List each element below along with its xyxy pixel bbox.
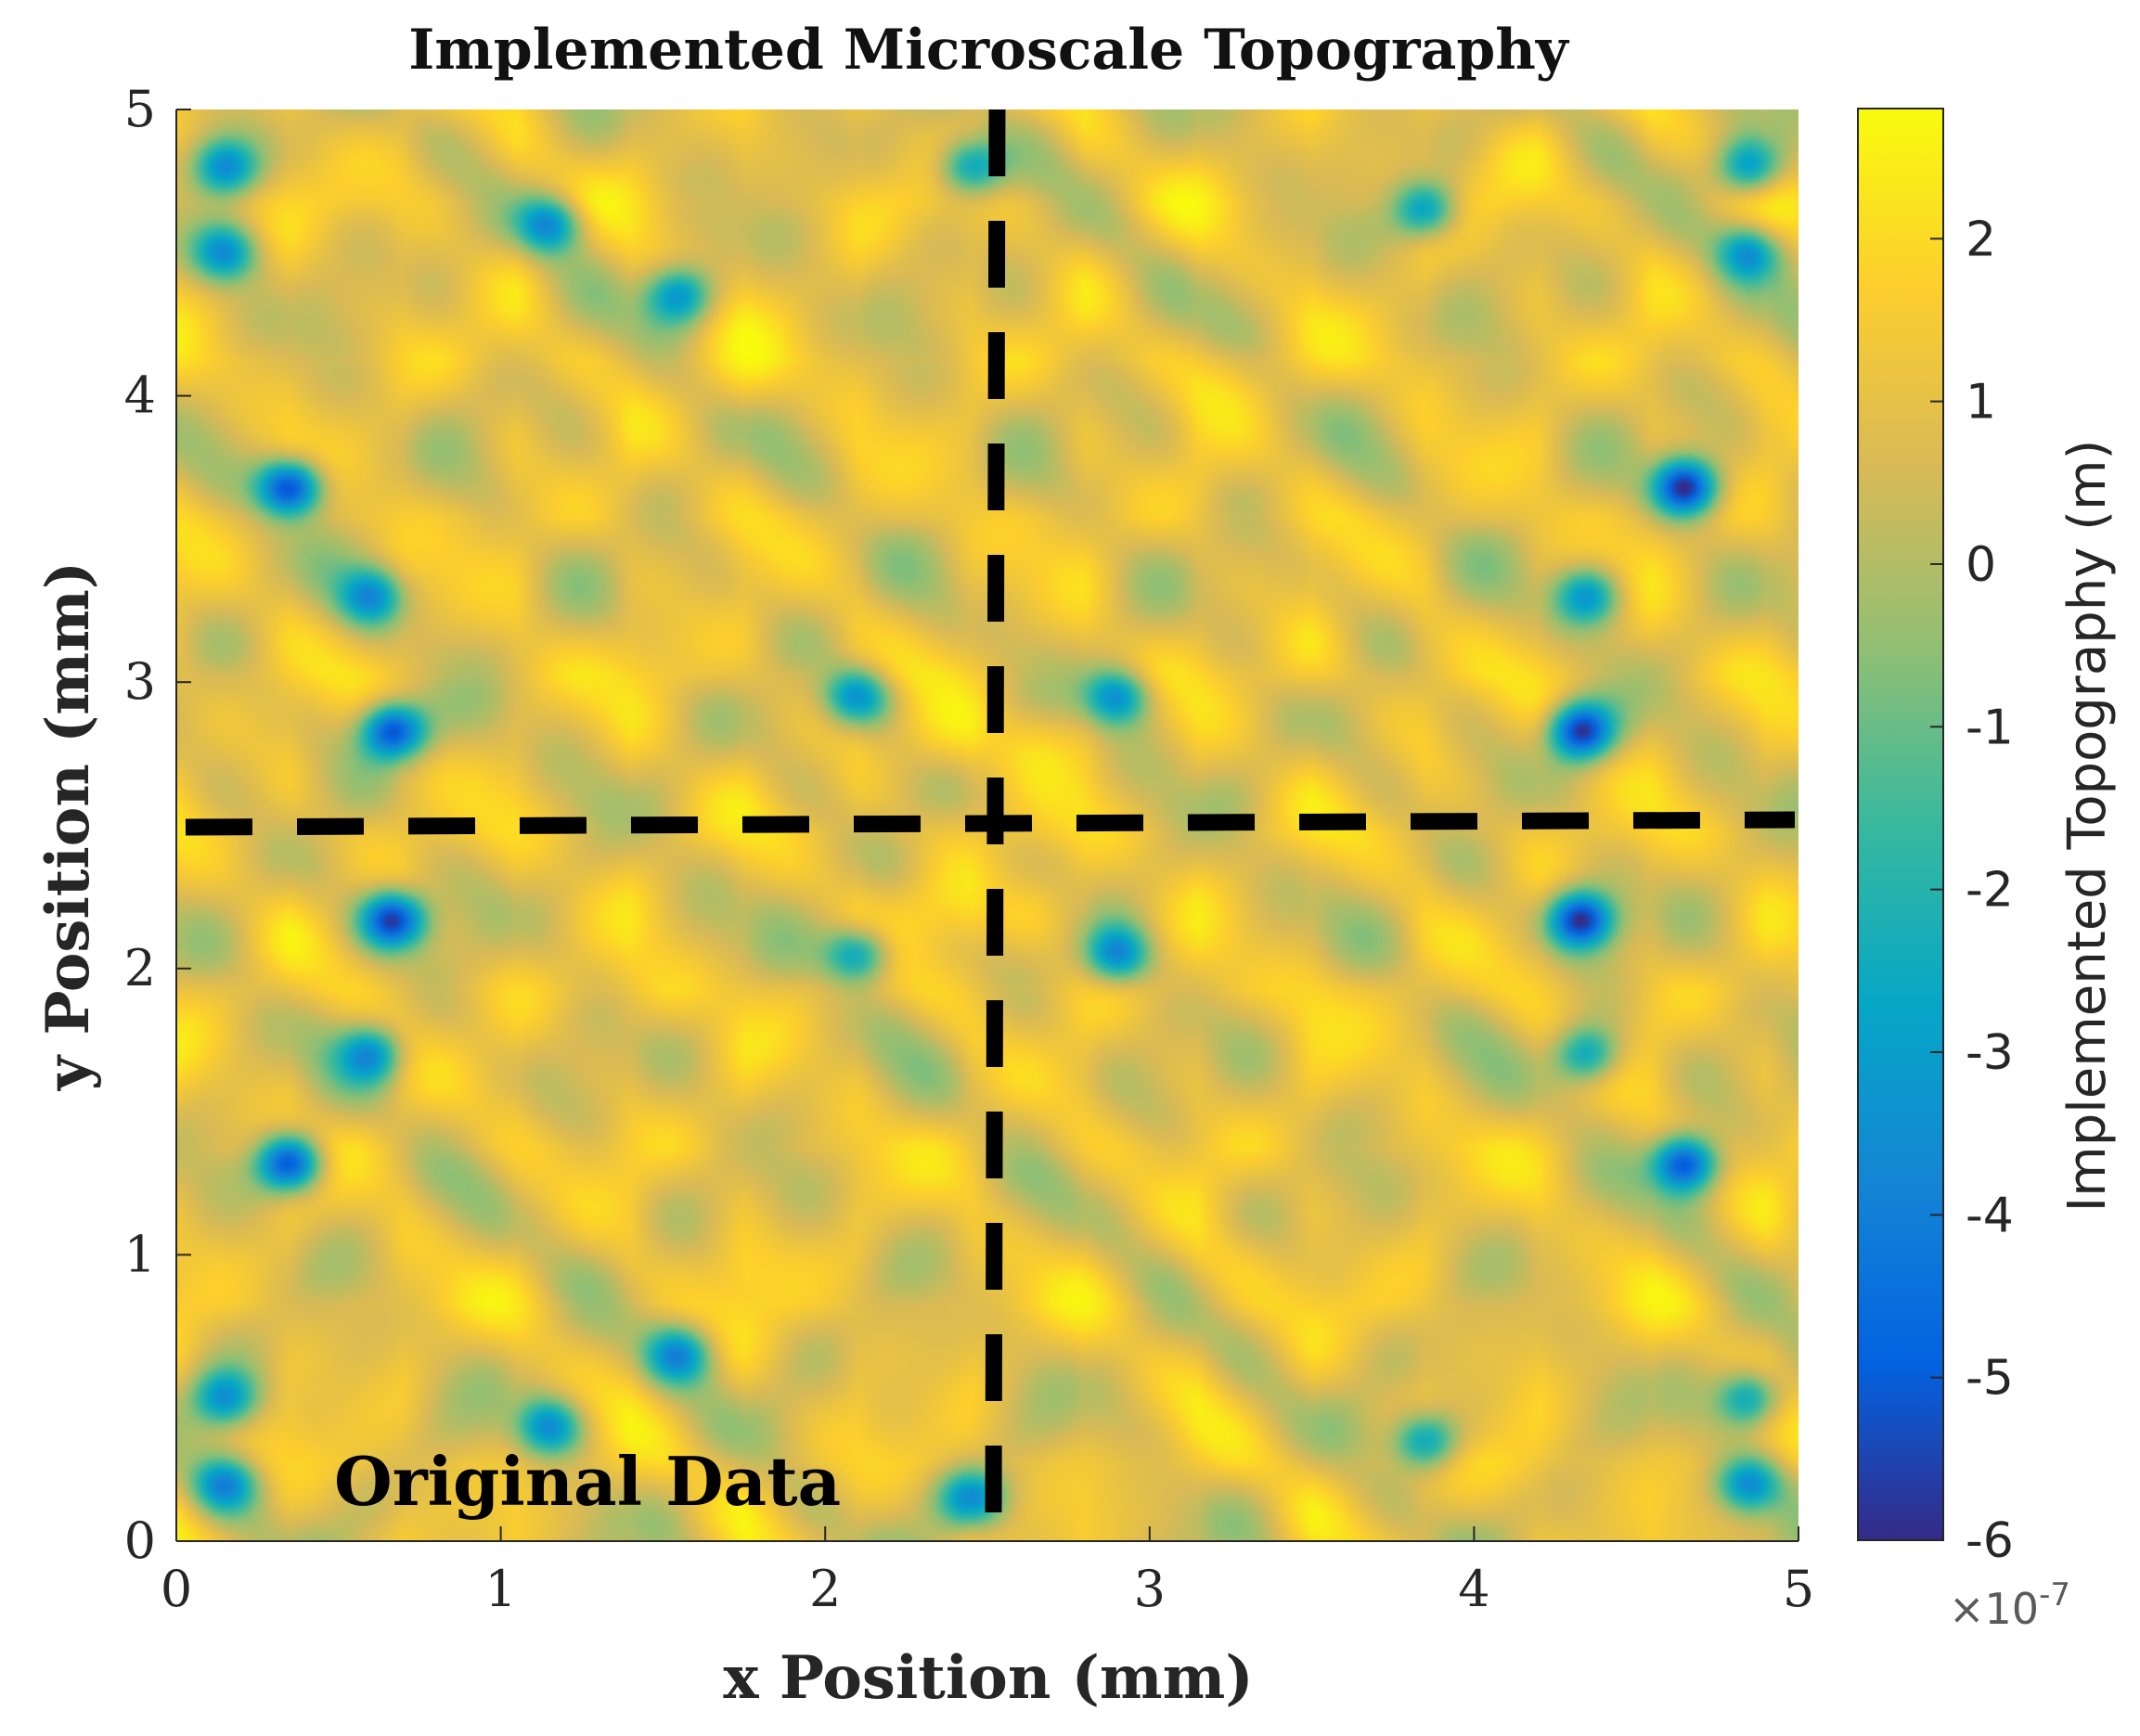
colorbar-tick-label: 1 — [1966, 375, 1996, 431]
original-data-label: Original Data — [334, 1442, 841, 1521]
y-tick-label: 1 — [124, 1225, 156, 1283]
colorbar-tick-label: -4 — [1966, 1188, 2014, 1243]
y-tick-label: 0 — [124, 1511, 156, 1570]
chart-title: Implemented Microscale Topography — [408, 18, 1570, 83]
colorbar-tick-label: -2 — [1966, 863, 2014, 919]
x-tick-label: 4 — [1458, 1560, 1489, 1618]
colorbar-tick-label: -1 — [1966, 700, 2014, 755]
x-tick-label: 3 — [1134, 1560, 1166, 1618]
y-tick-label: 3 — [124, 652, 156, 711]
colorbar-exponent: ×10-7 — [1949, 1576, 2070, 1634]
y-tick-label: 5 — [124, 80, 156, 138]
x-tick-label: 1 — [484, 1560, 516, 1618]
x-axis-label: x Position (mm) — [723, 1643, 1253, 1713]
colorbar-tick-label: 2 — [1966, 212, 1996, 267]
x-tick-label: 5 — [1783, 1560, 1814, 1618]
y-tick-label: 2 — [124, 939, 156, 997]
y-axis-label: y Position (mm) — [33, 561, 103, 1091]
x-tick-label: 2 — [809, 1560, 841, 1618]
vertical-cut-line — [985, 109, 1006, 1514]
colorbar — [1857, 108, 1944, 1541]
x-tick-label: 0 — [161, 1560, 192, 1618]
colorbar-tick-label: -3 — [1966, 1025, 2014, 1081]
colorbar-tick-label: 0 — [1966, 537, 1996, 593]
colorbar-tick-label: -5 — [1966, 1351, 2014, 1407]
y-tick-label: 4 — [124, 366, 156, 425]
colorbar-label: Implemented Topography (m) — [2057, 440, 2118, 1213]
colorbar-tick-label: -6 — [1966, 1513, 2014, 1569]
